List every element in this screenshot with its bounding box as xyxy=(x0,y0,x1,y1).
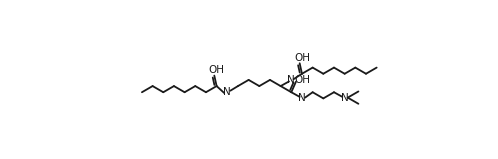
Text: N: N xyxy=(224,87,231,97)
Text: N: N xyxy=(341,93,349,103)
Text: N: N xyxy=(287,75,295,85)
Text: OH: OH xyxy=(295,75,311,85)
Text: OH: OH xyxy=(209,65,225,75)
Text: OH: OH xyxy=(294,53,310,63)
Text: N: N xyxy=(298,93,306,103)
